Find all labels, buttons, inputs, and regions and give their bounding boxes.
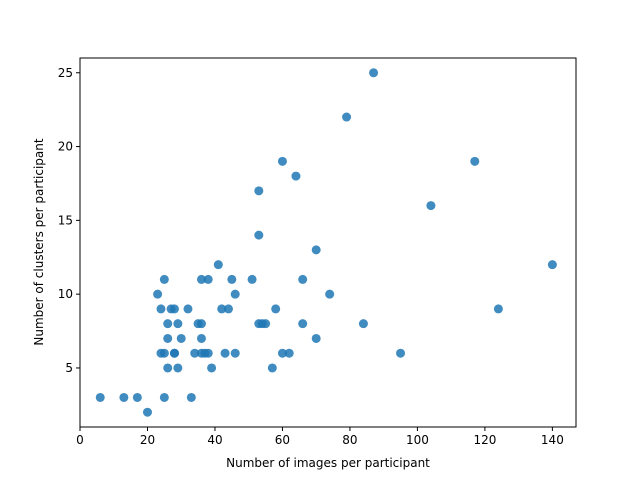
data-point bbox=[159, 392, 169, 402]
y-tick-label: 15 bbox=[58, 213, 73, 227]
y-tick-label: 10 bbox=[58, 287, 73, 301]
x-axis-label: Number of images per participant bbox=[226, 456, 430, 470]
data-point bbox=[196, 319, 206, 329]
x-tick-label: 80 bbox=[342, 433, 357, 447]
data-point bbox=[284, 348, 294, 358]
data-point bbox=[142, 407, 152, 417]
data-point bbox=[153, 289, 163, 299]
data-point bbox=[396, 348, 406, 358]
y-tick-label: 25 bbox=[58, 66, 73, 80]
data-point bbox=[183, 304, 193, 314]
x-tick-label: 140 bbox=[541, 433, 564, 447]
data-point bbox=[342, 112, 352, 122]
data-point bbox=[156, 304, 166, 314]
data-point bbox=[311, 333, 321, 343]
data-point bbox=[298, 319, 308, 329]
data-point bbox=[267, 363, 277, 373]
y-tick-label: 20 bbox=[58, 140, 73, 154]
data-point bbox=[132, 392, 142, 402]
data-point bbox=[159, 348, 169, 358]
x-tick-label: 20 bbox=[140, 433, 155, 447]
data-point bbox=[176, 333, 186, 343]
data-point bbox=[159, 274, 169, 284]
y-axis-ticks: 5 10 15 20 25 bbox=[58, 66, 80, 375]
x-tick-label: 40 bbox=[207, 433, 222, 447]
plot-frame bbox=[79, 57, 577, 428]
data-point bbox=[230, 289, 240, 299]
y-axis-label: Number of clusters per participant bbox=[32, 138, 46, 345]
x-tick-label: 120 bbox=[473, 433, 496, 447]
data-point bbox=[213, 260, 223, 270]
data-point bbox=[207, 363, 217, 373]
data-point bbox=[203, 274, 213, 284]
data-point bbox=[186, 392, 196, 402]
data-point bbox=[426, 201, 436, 211]
x-tick-label: 100 bbox=[406, 433, 429, 447]
data-point bbox=[277, 156, 287, 166]
data-point bbox=[163, 363, 173, 373]
points-layer bbox=[95, 68, 557, 417]
data-point bbox=[227, 274, 237, 284]
data-point bbox=[119, 392, 129, 402]
data-point bbox=[369, 68, 379, 78]
data-point bbox=[470, 156, 480, 166]
data-point bbox=[271, 304, 281, 314]
data-point bbox=[254, 186, 264, 196]
data-point bbox=[163, 319, 173, 329]
data-point bbox=[547, 260, 557, 270]
data-point bbox=[95, 392, 105, 402]
data-point bbox=[277, 348, 287, 358]
data-point bbox=[196, 333, 206, 343]
data-point bbox=[217, 304, 227, 314]
data-point bbox=[247, 274, 257, 284]
x-tick-label: 60 bbox=[275, 433, 290, 447]
data-point bbox=[220, 348, 230, 358]
data-point bbox=[203, 348, 213, 358]
data-point bbox=[325, 289, 335, 299]
data-point bbox=[196, 274, 206, 284]
data-point bbox=[230, 348, 240, 358]
data-point bbox=[169, 348, 179, 358]
data-point bbox=[173, 363, 183, 373]
y-tick-label: 5 bbox=[65, 361, 73, 375]
data-point bbox=[358, 319, 368, 329]
data-point bbox=[173, 319, 183, 329]
data-point bbox=[261, 319, 271, 329]
data-point bbox=[291, 171, 301, 181]
data-point bbox=[163, 333, 173, 343]
x-axis-ticks: 0 20 40 60 80 100 120 140 bbox=[76, 427, 564, 447]
data-point bbox=[311, 245, 321, 255]
data-point bbox=[169, 304, 179, 314]
data-point bbox=[254, 230, 264, 240]
data-point bbox=[493, 304, 503, 314]
data-point bbox=[298, 274, 308, 284]
data-point bbox=[223, 304, 233, 314]
x-tick-label: 0 bbox=[76, 433, 84, 447]
data-point bbox=[190, 348, 200, 358]
